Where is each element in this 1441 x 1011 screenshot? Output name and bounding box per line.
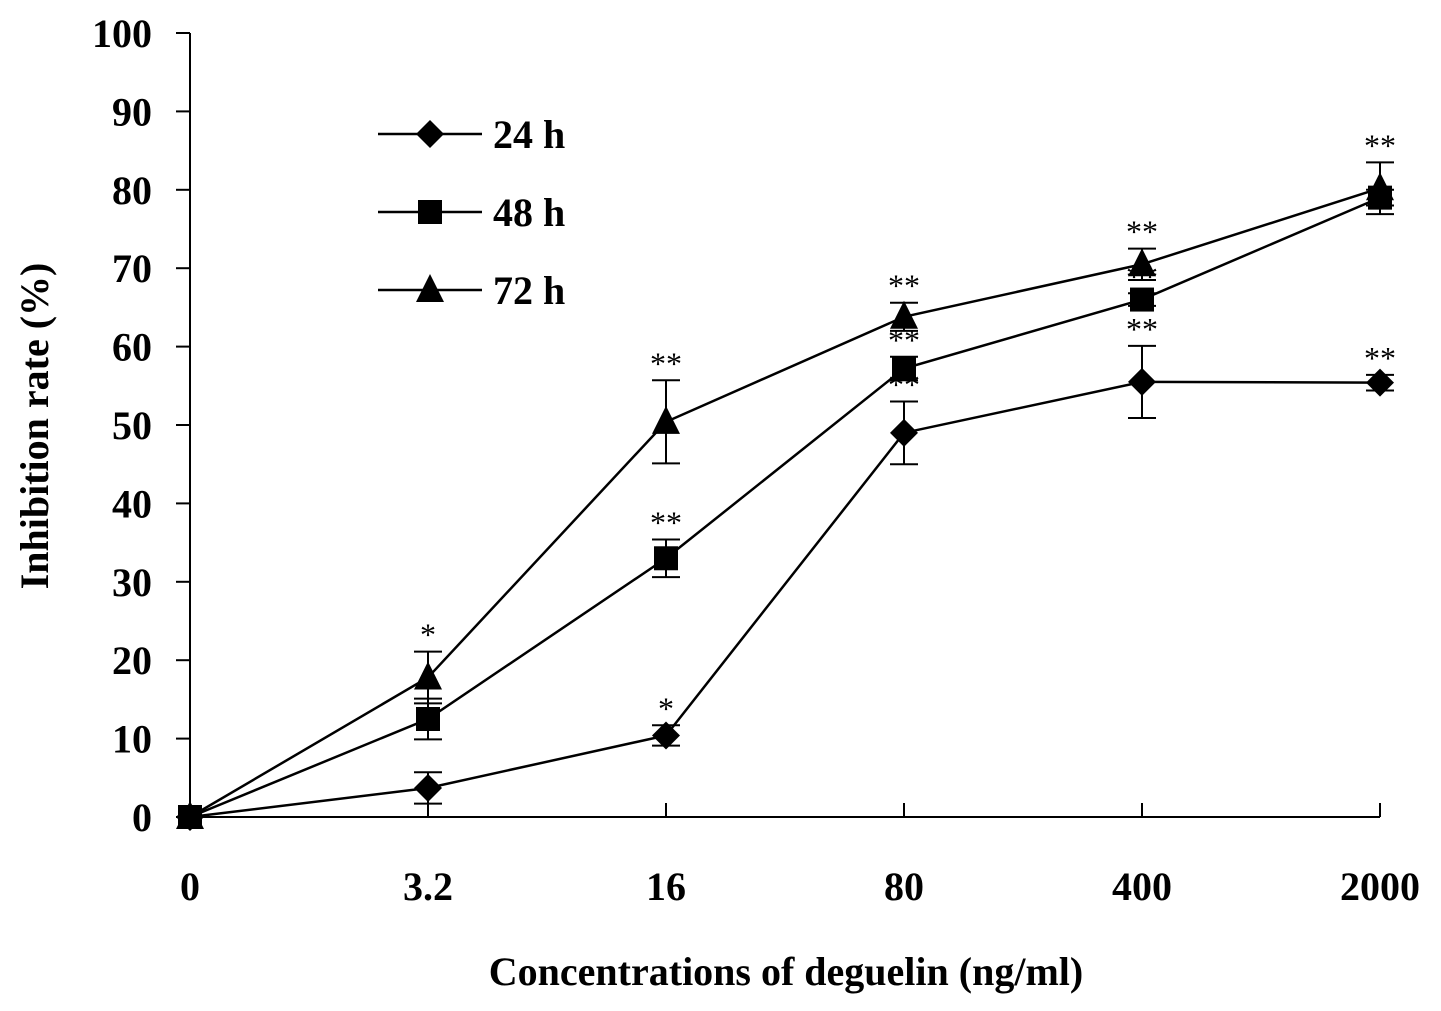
- series-line: [189, 187, 1381, 819]
- significance-label: **: [650, 504, 682, 540]
- y-tick-label: 70: [112, 246, 152, 291]
- significance-label: **: [888, 268, 920, 304]
- x-axis-title: Concentrations of deguelin (ng/ml): [489, 949, 1083, 994]
- legend: 24 h 48 h 72 h: [378, 112, 565, 313]
- data-point: [654, 546, 678, 571]
- y-tick-label: 40: [112, 481, 152, 526]
- significance-label: **: [1126, 311, 1158, 347]
- series-72-h: *********: [176, 127, 1396, 829]
- significance-label: **: [1364, 127, 1396, 163]
- axes: 0 10 20 30 40 50 60 70 80 90 100 0 3.2 16 80 400 2000: [92, 11, 1420, 909]
- data-point: [1366, 172, 1394, 201]
- y-tick-label: 60: [112, 325, 152, 370]
- legend-marker: [416, 120, 444, 148]
- legend-label: 72 h: [493, 268, 565, 313]
- data-point: [414, 661, 442, 690]
- y-tick-label: 20: [112, 638, 152, 683]
- legend-entry: 24 h: [378, 112, 565, 157]
- data-point: [1128, 248, 1156, 277]
- legend-marker: [418, 200, 442, 224]
- y-tick-label: 50: [112, 403, 152, 448]
- legend-label: 24 h: [493, 112, 565, 157]
- significance-label: *: [420, 617, 436, 653]
- data-point: [1130, 287, 1154, 312]
- legend-entry: 72 h: [378, 268, 565, 313]
- x-tick-label: 0: [180, 864, 200, 909]
- x-tick-label: 16: [646, 864, 686, 909]
- data-point: [1128, 367, 1156, 396]
- data-point: [416, 707, 440, 731]
- legend-marker: [416, 274, 444, 302]
- data-point: [652, 405, 680, 434]
- data-point: [890, 300, 918, 329]
- data-point: [652, 721, 680, 750]
- x-tick-label: 80: [884, 864, 924, 909]
- significance-label: **: [1364, 340, 1396, 376]
- data-point: [1366, 368, 1394, 397]
- y-tick-label: 30: [112, 560, 152, 605]
- series-line: [189, 196, 1381, 819]
- data-point: [892, 356, 916, 381]
- y-tick-label: 80: [112, 168, 152, 213]
- significance-label: **: [1126, 214, 1158, 250]
- legend-label: 48 h: [493, 190, 565, 235]
- y-tick-label: 10: [112, 717, 152, 762]
- y-tick-label: 90: [112, 89, 152, 134]
- x-tick-label: 400: [1112, 864, 1172, 909]
- x-tick-label: 3.2: [403, 864, 453, 909]
- y-axis-title: Inhibition rate (%): [12, 263, 57, 590]
- legend-entry: 48 h: [378, 190, 565, 235]
- series-24-h: *******: [176, 311, 1396, 831]
- data-point: [414, 773, 442, 802]
- x-tick-label: 2000: [1340, 864, 1420, 909]
- series-48-h: ******: [178, 185, 1394, 829]
- y-tick-label: 0: [132, 795, 152, 840]
- data-point: [890, 418, 918, 447]
- series-layer: **********************: [176, 127, 1396, 831]
- series-line: [189, 380, 1381, 819]
- significance-label: **: [650, 345, 682, 381]
- y-tick-label: 100: [92, 11, 152, 56]
- data-point: [176, 801, 204, 829]
- significance-label: *: [658, 690, 674, 726]
